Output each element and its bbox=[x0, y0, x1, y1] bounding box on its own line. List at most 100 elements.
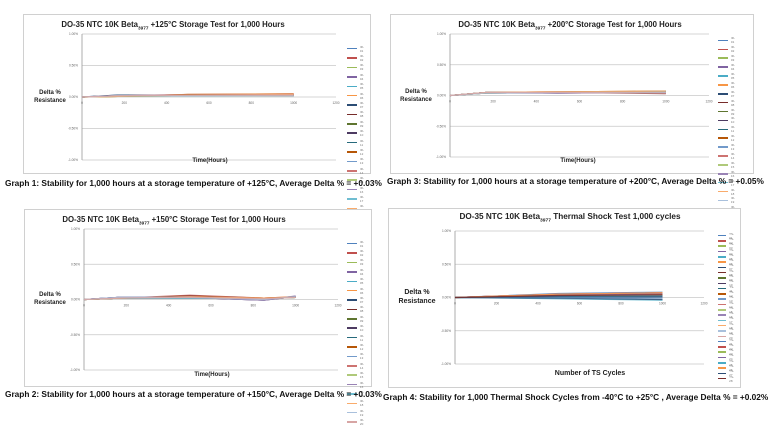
legend-swatch bbox=[347, 336, 358, 339]
legend-swatch bbox=[718, 240, 727, 242]
legend-swatch bbox=[718, 340, 727, 343]
legend-item: TS-26 bbox=[718, 364, 736, 372]
legend-item: IR-14 bbox=[347, 166, 366, 175]
legend-item: TS-11 bbox=[718, 285, 736, 293]
x-tick-label: 1200 bbox=[334, 304, 341, 308]
legend-item: TS-15 bbox=[718, 306, 736, 314]
legend-item: IR-04 bbox=[718, 63, 737, 72]
legend-swatch bbox=[718, 137, 728, 139]
graph4-title: DO-35 NTC 10K Beta3977 Thermal Shock Tes… bbox=[459, 212, 681, 224]
legend-swatch bbox=[347, 141, 358, 144]
legend-label: TS-13 bbox=[729, 295, 735, 304]
legend-label: IR-11 bbox=[731, 125, 736, 134]
legend-item: IR-05 bbox=[347, 82, 366, 91]
legend-swatch bbox=[718, 75, 728, 77]
legend-swatch bbox=[347, 280, 357, 282]
legend-swatch bbox=[347, 299, 357, 301]
graph2-title: DO-35 NTC 10K Beta3977 +150°C Storage Te… bbox=[62, 215, 286, 226]
legend-swatch bbox=[347, 271, 357, 273]
legend-swatch bbox=[718, 261, 727, 263]
x-tick-label: 0 bbox=[81, 101, 83, 105]
legend-label: TS-14 bbox=[729, 300, 735, 309]
legend-item: IR-14 bbox=[718, 152, 737, 161]
legend-swatch bbox=[718, 57, 728, 59]
legend-item: IR-06 bbox=[347, 91, 366, 100]
legend-label: TS-17 bbox=[729, 316, 735, 325]
legend-item: IR-11 bbox=[347, 333, 366, 342]
legend-label: IR-17 bbox=[359, 389, 364, 398]
y-tick-label: -1.00% bbox=[441, 362, 451, 366]
legend-item: IR-05 bbox=[347, 277, 366, 286]
legend-item: IR-09 bbox=[347, 119, 366, 128]
graph3-caption: Graph 3: Stability for 1,000 hours at a … bbox=[387, 176, 764, 186]
legend-label: TS-08 bbox=[729, 268, 735, 277]
legend-item: TS-12 bbox=[718, 290, 736, 298]
legend-label: IR-10 bbox=[359, 324, 364, 333]
legend-label: IR-18 bbox=[359, 399, 364, 408]
series-line bbox=[449, 91, 666, 97]
legend-item: IR-02 bbox=[347, 248, 366, 257]
series-line bbox=[454, 294, 663, 299]
legend-label: IR-12 bbox=[359, 342, 364, 351]
legend-item: TS-27 bbox=[718, 369, 736, 377]
x-tick-label: 800 bbox=[249, 101, 255, 105]
legend-label: IR-03 bbox=[730, 54, 735, 63]
legend-item: IR-02 bbox=[347, 53, 366, 62]
legend-item: TS-23 bbox=[718, 348, 736, 356]
graph1-caption: Graph 1: Stability for 1,000 hours at a … bbox=[5, 178, 382, 188]
legend-item: IR-13 bbox=[347, 352, 366, 361]
graph2-plot: 1.00% 0.50% 0.00% -0.50% -1.00% 0 200 400 600 800… bbox=[70, 227, 342, 372]
legend-label: TS-02 bbox=[729, 236, 735, 245]
legend-item: IR-17 bbox=[347, 194, 366, 203]
legend-label: IR-05 bbox=[359, 82, 364, 91]
legend-swatch bbox=[718, 362, 727, 364]
legend-item: IR-07 bbox=[347, 100, 366, 109]
x-tick-label: 400 bbox=[534, 100, 540, 104]
x-tick-label: 200 bbox=[124, 304, 130, 308]
legend-label: TS-09 bbox=[729, 274, 735, 283]
x-tick-label: 200 bbox=[494, 302, 500, 306]
legend-item: IR-03 bbox=[347, 258, 366, 267]
legend-label: IR-12 bbox=[730, 134, 735, 143]
x-tick-label: 1000 bbox=[662, 100, 669, 104]
legend-label: TS-19 bbox=[729, 327, 735, 335]
x-tick-label: 0 bbox=[83, 304, 85, 308]
legend-item: IR-16 bbox=[347, 380, 366, 389]
legend-item: IR-06 bbox=[347, 286, 366, 295]
graph3-title: DO-35 NTC 10K Beta3977 +200°C Storage Te… bbox=[458, 20, 682, 31]
legend-label: TS-04 bbox=[729, 247, 735, 256]
series-line bbox=[81, 94, 294, 98]
legend-item: TS-07 bbox=[718, 263, 736, 271]
legend-label: TS-06 bbox=[729, 258, 735, 267]
legend-item: TS-06 bbox=[718, 258, 736, 267]
y-tick-label: 0.50% bbox=[71, 262, 80, 266]
legend-label: IR-14 bbox=[359, 166, 364, 175]
graph1-y-axis-label: Delta % Resistance bbox=[34, 90, 66, 104]
legend-label: IR-07 bbox=[359, 296, 364, 305]
legend-label: TS-18 bbox=[729, 321, 735, 330]
legend-swatch bbox=[718, 346, 727, 348]
y-tick-label: 0.50% bbox=[442, 262, 451, 266]
legend-label: IR-13 bbox=[359, 352, 364, 361]
legend-item: IR-12 bbox=[718, 134, 737, 143]
legend-label: IR-16 bbox=[359, 380, 364, 389]
legend-label: IR-04 bbox=[359, 72, 364, 81]
x-tick-label: 0 bbox=[454, 302, 456, 306]
legend-item: TS-05 bbox=[718, 253, 736, 261]
legend-swatch bbox=[718, 298, 727, 300]
legend-swatch bbox=[347, 94, 357, 97]
legend-label: IR-14 bbox=[359, 361, 364, 370]
y-tick-label: -0.50% bbox=[436, 124, 446, 128]
y-tick-label: 1.00% bbox=[442, 229, 451, 233]
graph1-title: DO-35 NTC 10K Beta3977 +125°C Storage Te… bbox=[61, 20, 285, 31]
legend-item: IR-14 bbox=[347, 361, 366, 370]
legend-label: IR-10 bbox=[730, 116, 735, 125]
legend-swatch bbox=[347, 346, 357, 348]
legend-swatch bbox=[718, 282, 727, 285]
legend-item: IR-11 bbox=[347, 138, 366, 147]
legend-swatch bbox=[718, 277, 727, 279]
legend-item: IR-11 bbox=[718, 125, 737, 134]
y-tick-label: -1.00% bbox=[70, 368, 80, 372]
graph3-x-axis-label: Time(Hours) bbox=[560, 158, 596, 164]
legend-swatch bbox=[718, 128, 729, 131]
